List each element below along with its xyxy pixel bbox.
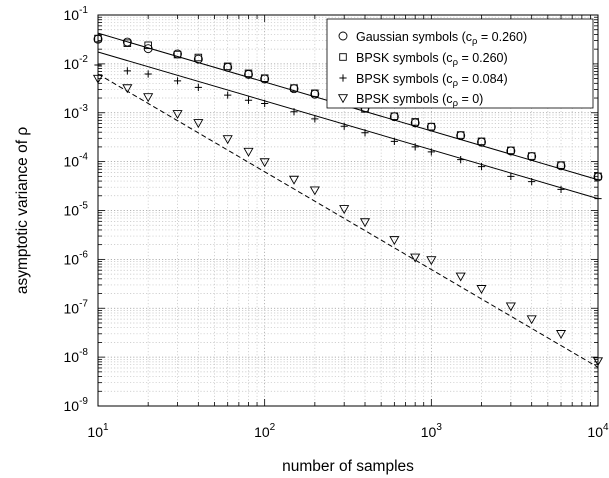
y-tick-label: 10-6: [64, 249, 89, 267]
legend-marker: [338, 31, 348, 41]
data-point: [122, 37, 132, 47]
legend-marker: [339, 74, 347, 82]
x-axis-label: number of samples: [282, 458, 414, 475]
data-point: [290, 84, 298, 92]
data-point: [477, 163, 486, 171]
series-3: [94, 61, 602, 203]
fit-line-2: [97, 51, 599, 200]
data-point: [427, 148, 435, 156]
legend-marker: [339, 53, 347, 61]
data-point: [455, 272, 466, 282]
data-point: [311, 115, 319, 123]
x-tick-label: 104: [587, 422, 609, 440]
data-point: [507, 146, 515, 155]
y-tick-label: 10-7: [64, 298, 89, 316]
fit-line-3: [97, 73, 599, 368]
data-point: [260, 74, 269, 82]
data-point: [288, 175, 300, 185]
data-point: [123, 67, 131, 75]
y-tick-label: 10-1: [64, 5, 89, 23]
x-tick-label: 101: [87, 422, 109, 440]
data-point: [123, 39, 132, 47]
data-point: [390, 112, 399, 120]
legend-marker: [337, 94, 349, 104]
y-tick-label: 10-9: [64, 396, 89, 414]
data-point: [507, 172, 515, 180]
legend-label: BPSK symbols (cρ = 0.260): [356, 51, 508, 68]
data-point: [193, 54, 203, 64]
y-tick-label: 10-5: [64, 201, 89, 219]
data-point: [311, 89, 319, 98]
data-point: [557, 161, 565, 169]
data-point: [427, 122, 436, 131]
data-point: [172, 110, 183, 120]
y-tick-label: 10-3: [64, 103, 89, 121]
data-point: [309, 186, 320, 196]
data-point: [244, 69, 253, 78]
data-point: [339, 205, 350, 215]
data-point: [224, 91, 232, 99]
data-point: [261, 99, 269, 108]
data-point: [457, 156, 465, 164]
data-point: [411, 143, 419, 151]
data-point: [359, 218, 371, 228]
data-point: [259, 158, 270, 168]
y-tick-label: 10-4: [64, 152, 89, 170]
legend-label: BPSK symbols (cρ = 0): [356, 92, 483, 109]
legend-label: BPSK symbols (cρ = 0.084): [356, 72, 508, 89]
data-point: [144, 70, 152, 78]
data-point: [557, 185, 565, 194]
data-point: [193, 119, 204, 129]
data-point: [389, 236, 400, 246]
data-point: [194, 53, 203, 62]
data-point: [144, 41, 152, 50]
ticks: [97, 14, 598, 407]
data-point: [527, 152, 536, 160]
data-point: [555, 330, 567, 340]
data-point: [528, 178, 536, 186]
data-point: [244, 96, 253, 104]
data-point: [290, 108, 298, 116]
x-tick-labels: 101 102 103 104: [87, 422, 609, 440]
data-point: [143, 44, 153, 54]
y-axis-label: asymptotic variance of ρ: [14, 127, 31, 295]
data-point: [173, 50, 182, 59]
data-point: [411, 118, 419, 126]
data-point: [223, 62, 232, 71]
data-point: [477, 137, 486, 146]
data-point: [194, 83, 202, 92]
data-point: [410, 253, 421, 263]
data-point: [526, 315, 537, 325]
y-tick-label: 10-2: [64, 54, 89, 72]
data-point: [340, 122, 348, 130]
data-point: [505, 302, 516, 312]
x-tick-label: 103: [421, 422, 443, 440]
data-point: [426, 256, 437, 266]
data-point: [361, 129, 369, 137]
data-point: [476, 285, 487, 295]
data-point: [143, 93, 154, 103]
data-point: [456, 131, 465, 139]
y-tick-label: 10-8: [64, 347, 89, 365]
data-point: [390, 137, 398, 145]
legend-box: [326, 18, 594, 109]
legend: Gaussian symbols (cρ = 0.260) BPSK symbol…: [326, 18, 594, 109]
y-tick-labels: 10-9 10-8 10-7 10-6 10-5 10-4 10-3 10-2 10-1: [64, 5, 89, 414]
data-point: [122, 84, 133, 94]
x-tick-label: 102: [254, 422, 276, 440]
data-point: [222, 135, 233, 145]
data-point: [243, 147, 254, 157]
data-point: [173, 77, 182, 85]
legend-label: Gaussian symbols (cρ = 0.260): [356, 30, 527, 47]
